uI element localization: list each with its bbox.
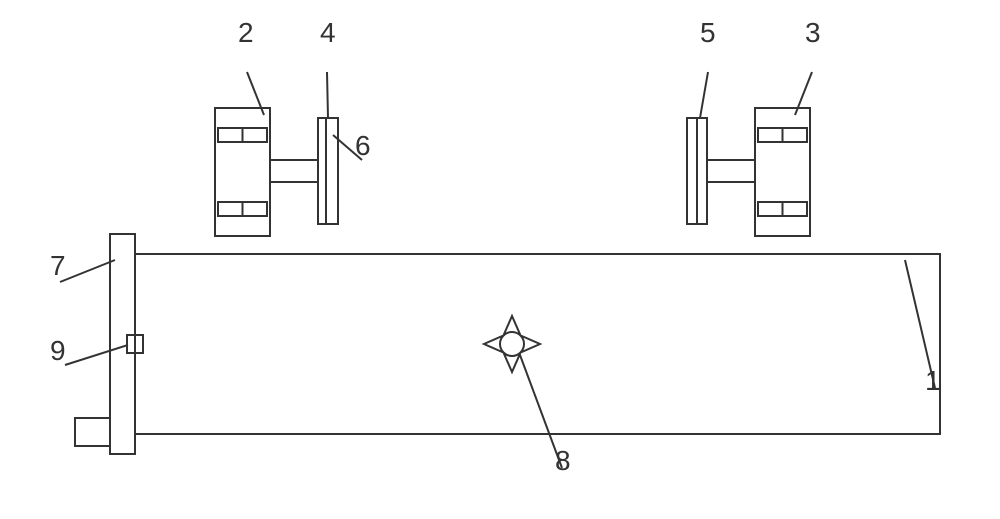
label-6: 6 bbox=[355, 130, 371, 161]
label-1: 1 bbox=[925, 365, 941, 396]
diagram-container: 1 2 3 4 5 6 7 8 9 bbox=[0, 0, 1000, 519]
label-9: 9 bbox=[50, 335, 66, 366]
label-2: 2 bbox=[238, 17, 254, 48]
label-4: 4 bbox=[320, 17, 336, 48]
technical-diagram: 1 2 3 4 5 6 7 8 9 bbox=[0, 0, 1000, 519]
label-5: 5 bbox=[700, 17, 716, 48]
label-8: 8 bbox=[555, 445, 571, 476]
label-3: 3 bbox=[805, 17, 821, 48]
label-7: 7 bbox=[50, 250, 66, 281]
